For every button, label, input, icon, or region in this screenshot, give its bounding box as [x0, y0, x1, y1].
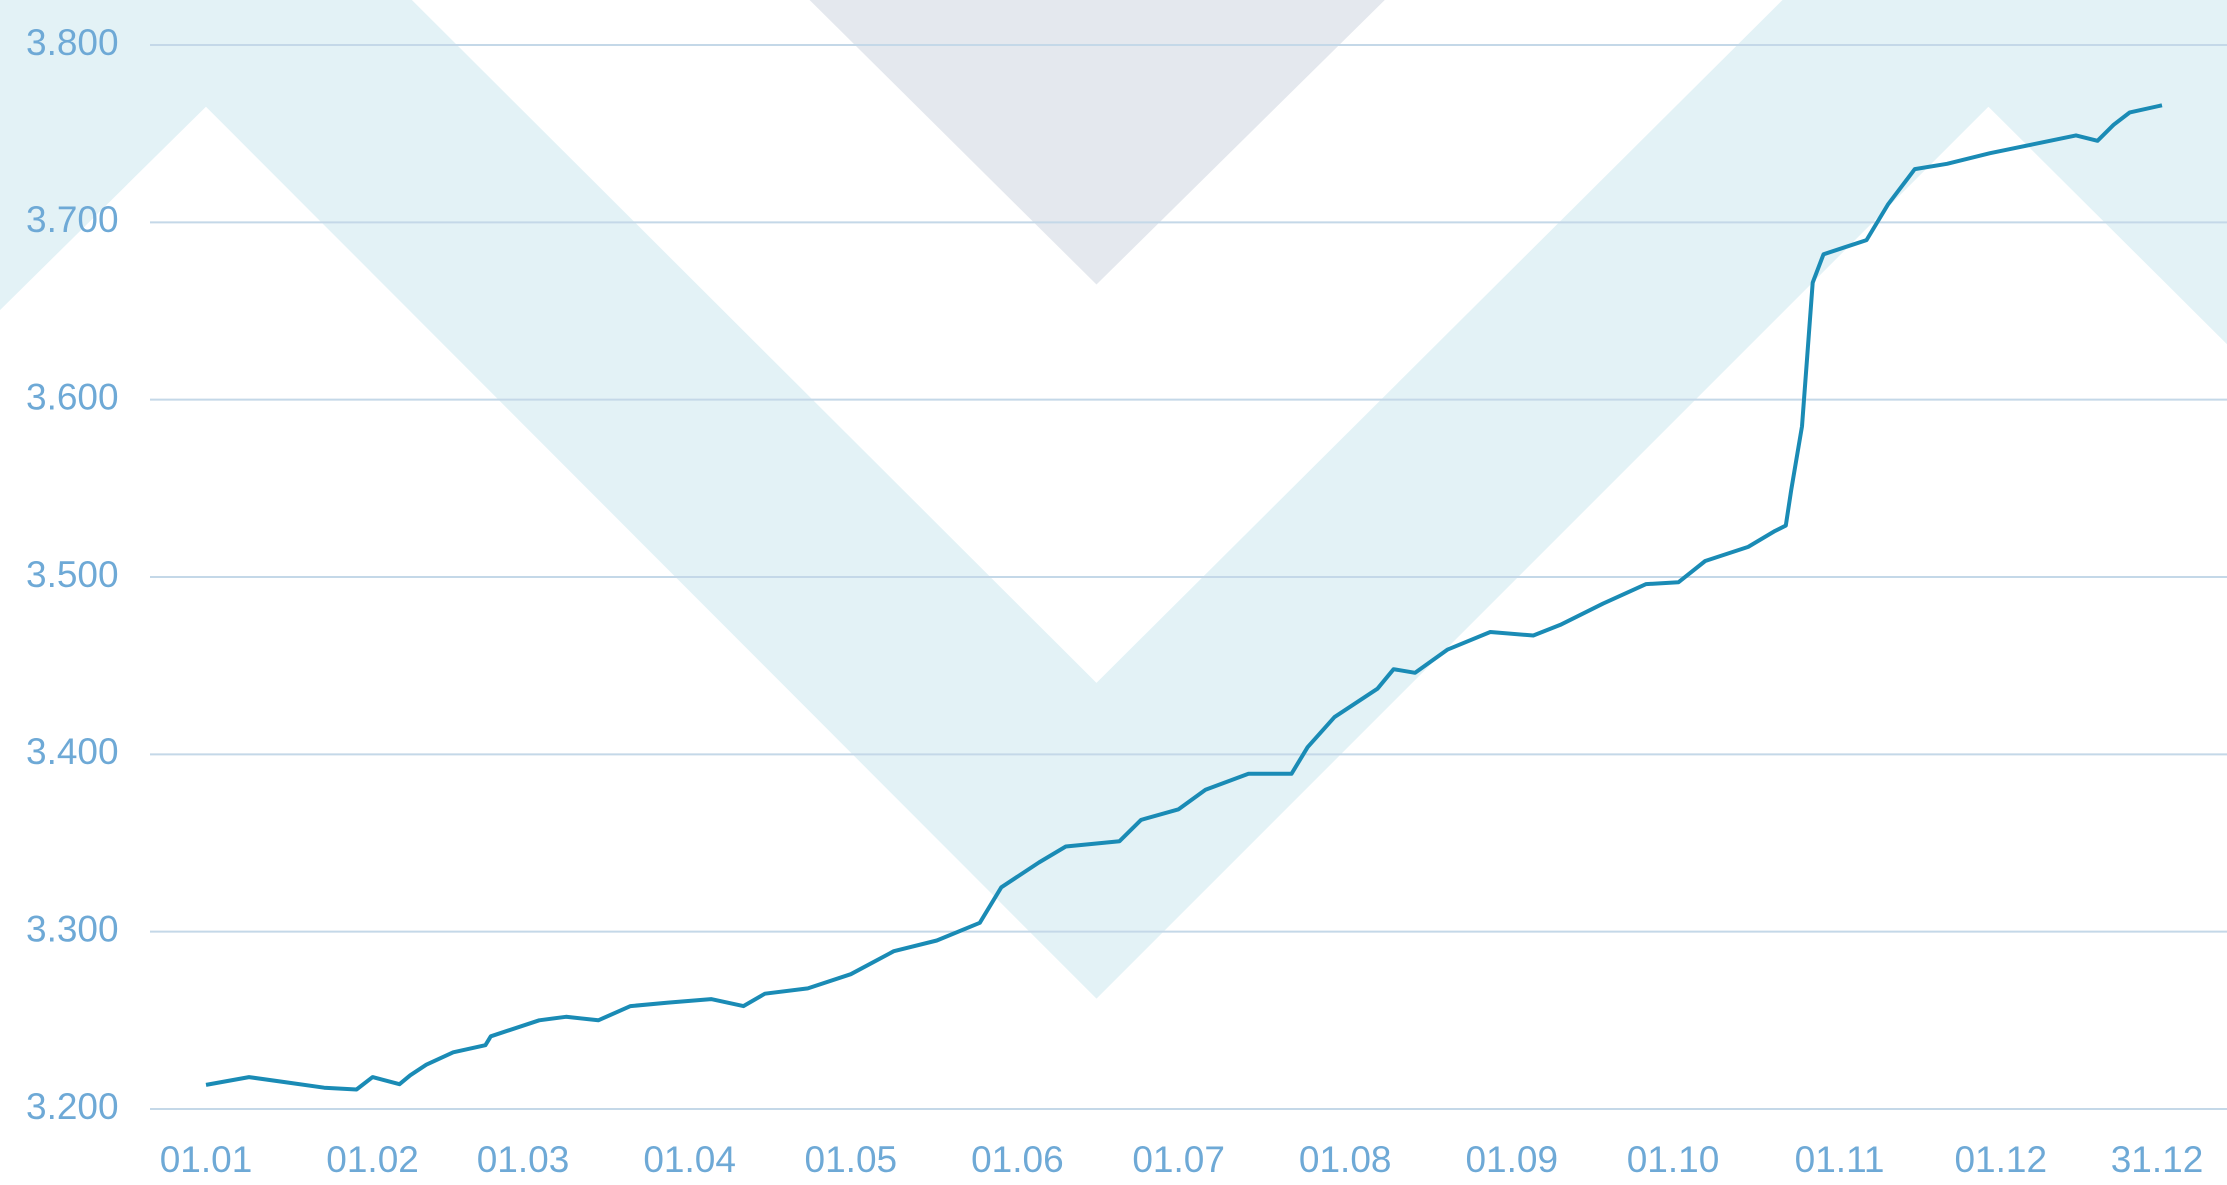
y-tick-label: 3.400 [26, 731, 119, 772]
y-tick-label: 3.500 [26, 554, 119, 595]
x-tick-label: 01.09 [1465, 1139, 1558, 1180]
y-tick-label: 3.300 [26, 908, 119, 949]
x-tick-label: 01.08 [1299, 1139, 1392, 1180]
x-tick-label: 01.01 [160, 1139, 253, 1180]
x-tick-label: 01.02 [326, 1139, 419, 1180]
x-tick-label: 01.10 [1627, 1139, 1720, 1180]
y-tick-label: 3.200 [26, 1086, 119, 1127]
x-tick-label: 01.12 [1954, 1139, 2047, 1180]
y-tick-label: 3.600 [26, 376, 119, 417]
data-line [205, 103, 2163, 1092]
y-tick-label: 3.800 [26, 22, 119, 63]
x-tick-label: 01.05 [805, 1139, 898, 1180]
x-tick-label: 01.06 [971, 1139, 1064, 1180]
chevron [0, 0, 2227, 999]
x-tick-label: 31.12 [2111, 1139, 2204, 1180]
triangle [809, 0, 1385, 285]
y-tick-label: 3.700 [26, 199, 119, 240]
x-tick-label: 01.07 [1132, 1139, 1225, 1180]
x-tick-label: 01.03 [477, 1139, 570, 1180]
background-decoration [0, 0, 2227, 999]
x-tick-label: 01.11 [1795, 1139, 1885, 1180]
x-tick-label: 01.04 [643, 1139, 736, 1180]
